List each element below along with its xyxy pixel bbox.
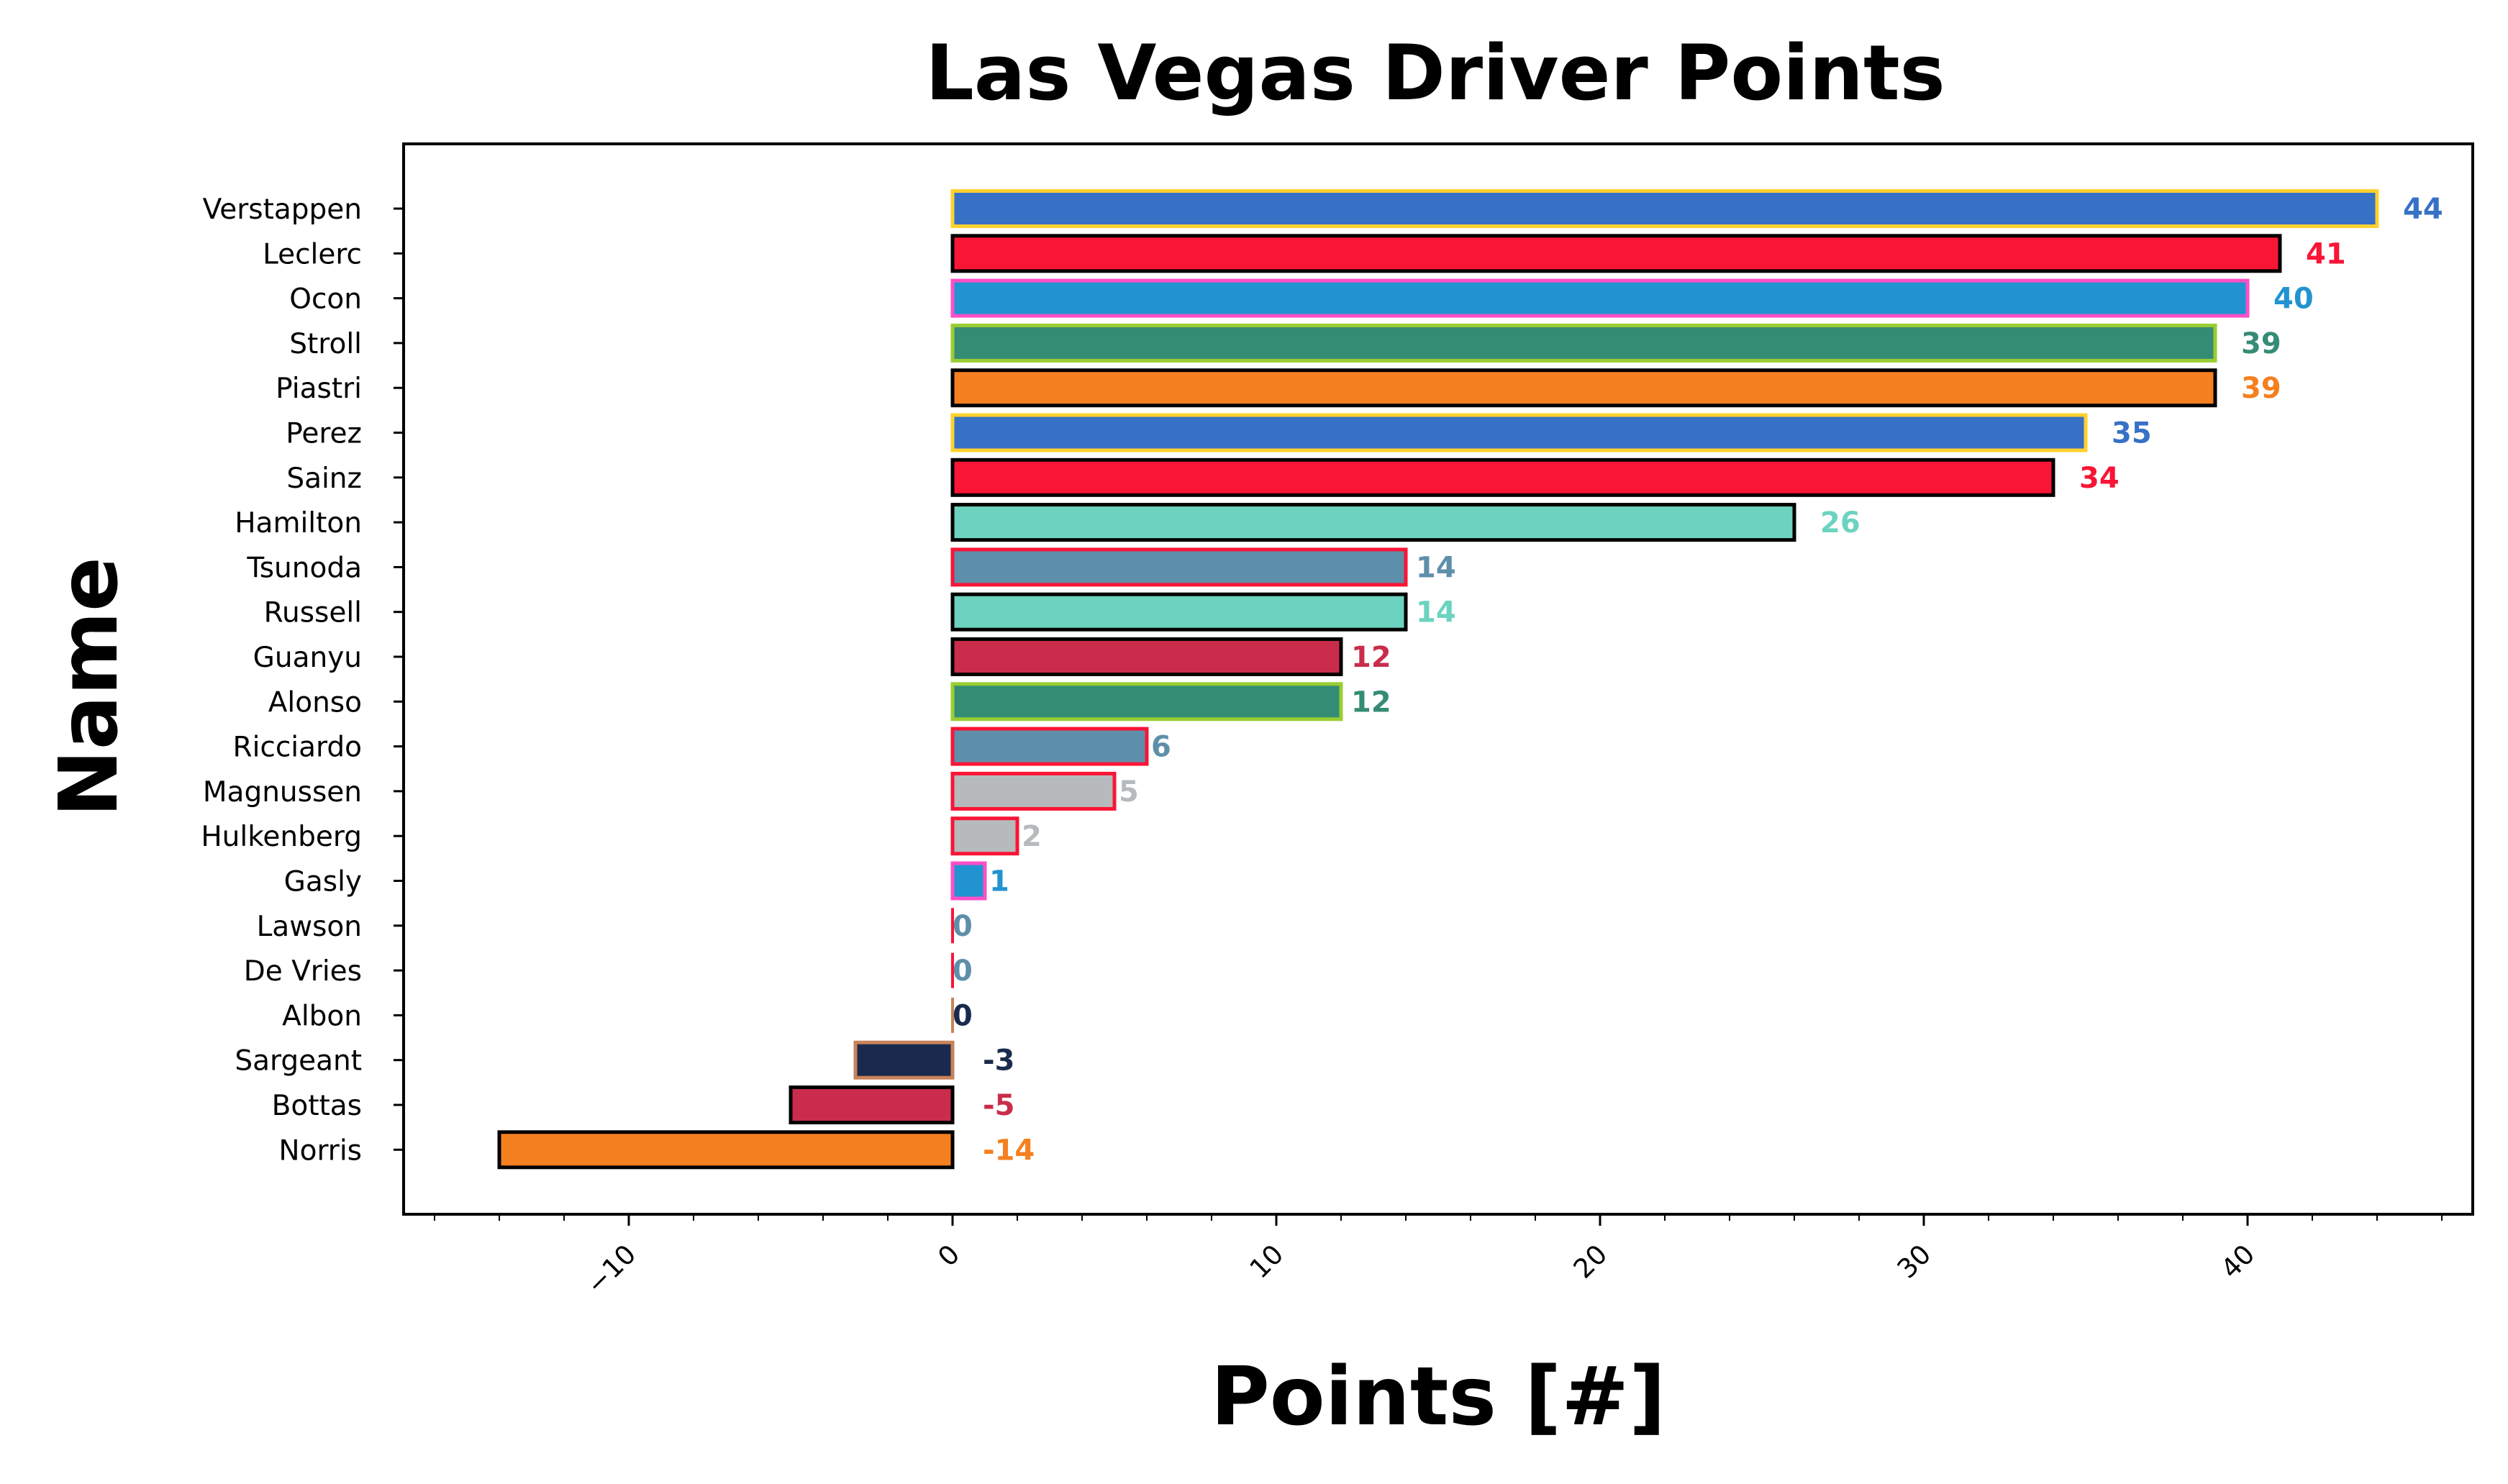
y-tick-label: Alonso: [268, 686, 362, 719]
y-tick-label: Guanyu: [253, 642, 362, 674]
value-label-norris: -14: [983, 1134, 1035, 1167]
value-label-ricciardo: 6: [1151, 731, 1171, 764]
y-tick-label: Tsunoda: [246, 552, 362, 584]
y-tick-label: Verstappen: [203, 194, 362, 226]
y-tick-label: Sargeant: [235, 1045, 362, 1078]
chart-title: Las Vegas Driver Points: [925, 29, 1945, 117]
bar-sainz: [950, 458, 2055, 497]
y-tick-label: Hamilton: [235, 507, 362, 540]
bar-hamilton: [950, 503, 1796, 542]
value-label-ocon: 40: [2273, 283, 2314, 316]
value-label-hamilton: 26: [1820, 506, 1860, 540]
bar-piastri: [950, 368, 2217, 408]
bar-bottas: [789, 1085, 955, 1124]
value-label-leclerc: 41: [2306, 237, 2346, 270]
bar-leclerc: [950, 234, 2282, 273]
y-tick-label: Perez: [286, 418, 362, 450]
y-tick-label: Magnussen: [203, 776, 362, 809]
value-label-bottas: -5: [983, 1089, 1014, 1122]
value-label-gasly: 1: [989, 865, 1009, 898]
value-label-sargeant: -3: [983, 1044, 1014, 1078]
value-label-russell: 14: [1416, 596, 1456, 629]
bar-verstappen: [950, 189, 2379, 228]
bar-albon: [951, 997, 954, 1033]
bar-guanyu: [950, 637, 1343, 676]
bar-magnussen: [950, 771, 1117, 811]
x-tick-label: 30: [1891, 1239, 1937, 1285]
value-label-tsunoda: 14: [1416, 551, 1456, 584]
bar-stroll: [950, 323, 2217, 363]
value-label-guanyu: 12: [1351, 641, 1391, 674]
value-label-albon: 0: [953, 999, 973, 1032]
y-tick-label: Lawson: [257, 911, 362, 943]
bar-lawson: [951, 908, 954, 944]
y-tick-label: Norris: [278, 1134, 362, 1167]
bar-gasly: [950, 861, 987, 901]
value-label-stroll: 39: [2241, 327, 2281, 360]
y-tick-label: Leclerc: [263, 238, 362, 270]
bar-ricciardo: [950, 727, 1149, 766]
y-tick-label: Stroll: [289, 328, 362, 360]
value-label-hulkenberg: 2: [1022, 820, 1042, 853]
y-tick-label: Bottas: [272, 1090, 362, 1122]
value-label-de-vries: 0: [953, 955, 973, 988]
value-label-lawson: 0: [953, 910, 973, 943]
value-label-sainz: 34: [2079, 462, 2119, 495]
y-tick-label: De Vries: [244, 955, 362, 988]
x-tick-label: −10: [581, 1239, 642, 1301]
y-tick-label: Russell: [264, 597, 362, 629]
plot-area: [402, 142, 2474, 1216]
bar-de-vries: [951, 952, 954, 988]
x-axis: −10 0 10 20 30 40: [434, 1214, 2443, 1301]
x-tick-label: 10: [1244, 1239, 1290, 1285]
x-tick-label: 20: [1568, 1239, 1614, 1285]
y-tick-label: Ocon: [289, 283, 362, 316]
y-tick-label: Albon: [282, 1000, 362, 1032]
x-axis-title: Points [#]: [1211, 1350, 1666, 1444]
value-label-perez: 35: [2112, 417, 2152, 450]
bar-norris: [497, 1130, 955, 1170]
y-tick-label: Hulkenberg: [201, 821, 362, 853]
bar-sargeant: [853, 1040, 955, 1080]
bar-ocon: [950, 278, 2250, 318]
y-tick-label: Sainz: [286, 463, 362, 495]
bar-russell: [950, 592, 1408, 632]
y-axis-title: Name: [42, 557, 136, 817]
y-tick-label: Piastri: [276, 373, 362, 405]
value-label-magnussen: 5: [1119, 775, 1139, 809]
x-tick-label: 40: [2215, 1239, 2261, 1285]
x-tick-label: 0: [932, 1239, 966, 1273]
value-label-piastri: 39: [2241, 372, 2281, 405]
bar-alonso: [950, 682, 1343, 721]
bars-layer: [497, 189, 2379, 1170]
bar-perez: [950, 413, 2088, 452]
y-axis: Verstappen Leclerc Ocon Stroll Piastri Perez S…: [201, 194, 404, 1167]
y-tick-label: Gasly: [284, 866, 362, 898]
value-label-alonso: 12: [1351, 686, 1391, 719]
bar-tsunoda: [950, 547, 1408, 587]
y-tick-label: Ricciardo: [232, 732, 362, 764]
bar-hulkenberg: [950, 816, 1019, 856]
value-label-verstappen: 44: [2403, 193, 2443, 226]
